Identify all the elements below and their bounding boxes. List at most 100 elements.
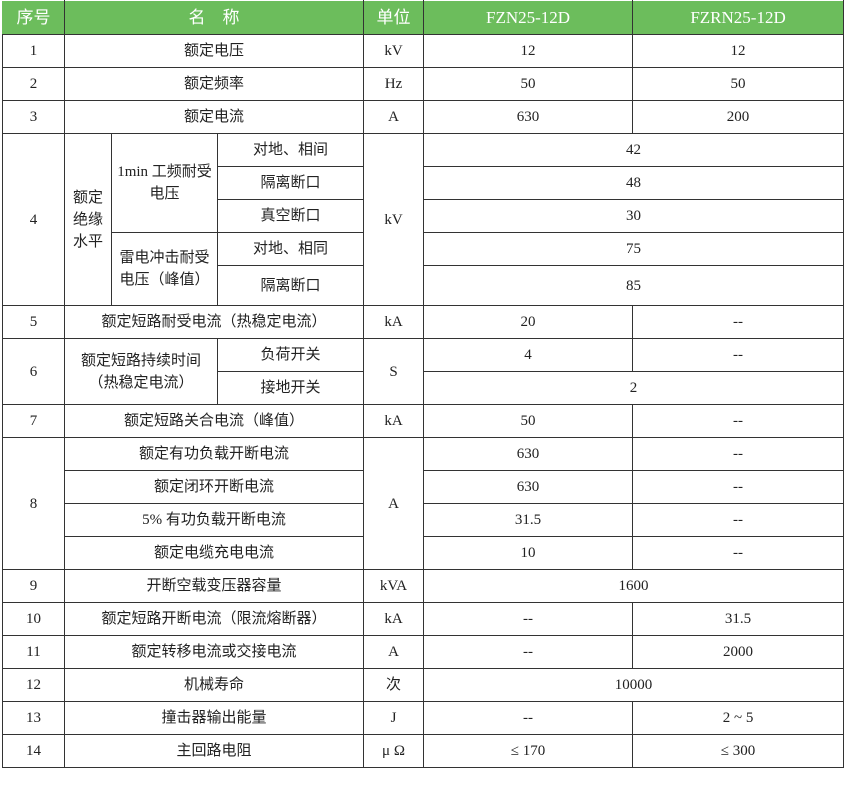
row-value-a: 630 [423,100,634,134]
row-value-b: 50 [632,67,844,101]
row-value-a: -- [423,602,634,636]
row-name: 额定短路开断电流（限流熔断器） [63,602,365,636]
row-value-b: 31.5 [632,602,844,636]
sub-item-label: 隔离断口 [216,265,365,306]
table-row: 真空断口 30 [3,199,844,233]
row-value-a: 4 [423,338,634,372]
row-value-a: -- [423,635,634,669]
row-unit: kV [363,133,425,306]
row-value-a: 10 [423,536,634,570]
table-row: 12 机械寿命 次 10000 [2,668,844,702]
row-no: 4 [2,133,65,306]
table-row: 14 主回路电阻 μ Ω ≤ 170 ≤ 300 [2,734,844,768]
table-row: 8 额定有功负载开断电流 A 630 -- [2,437,844,570]
table-row: 6 额定短路持续时间（热稳定电流） 负荷开关 S 4 -- [2,338,844,405]
table-row: 9 开断空载变压器容量 kVA 1600 [2,569,844,603]
header-unit: 单位 [363,0,425,35]
row-unit: A [363,437,425,570]
merged-value: 30 [423,199,844,233]
row-name: 额定闭环开断电流 [63,470,365,504]
row-name: 主回路电阻 [63,734,365,768]
table-row: 5% 有功负载开断电流 31.5 -- [3,503,844,537]
table-row: 3 额定电流 A 630 200 [2,100,844,134]
row-unit: kV [363,34,425,68]
table-row: 4 额定绝缘水平 1min 工频耐受电压 对地、相间 kV 42 [2,133,844,306]
header-seq: 序号 [2,0,65,35]
row-no: 5 [2,305,65,339]
merged-value: 85 [423,265,844,306]
lightning-impulse-label: 雷电冲击耐受电压（峰值） [111,232,218,306]
table-row: 13 撞击器输出能量 J -- 2 ~ 5 [2,701,844,735]
row-name: 开断空载变压器容量 [63,569,365,603]
power-frequency-label: 1min 工频耐受电压 [111,133,218,233]
row-no: 6 [2,338,65,405]
row-no: 3 [2,100,65,134]
table-row: 额定电缆充电电流 10 -- [3,536,844,570]
row-unit: kA [363,404,425,438]
row-name: 5% 有功负载开断电流 [63,503,365,537]
merged-value: 75 [423,232,844,266]
row-value-b: -- [632,470,844,504]
row-name: 额定电缆充电电流 [63,536,365,570]
row-value-b: -- [632,305,844,339]
row-unit: kA [363,602,425,636]
row-value-a: 630 [423,470,634,504]
header-model-a: FZN25-12D [423,0,634,35]
row-name: 额定电流 [63,100,365,134]
row-unit: kVA [363,569,425,603]
header-model-b: FZRN25-12D [632,0,844,35]
merged-value: 48 [423,166,844,200]
row-value-a: ≤ 170 [423,734,634,768]
row-value-a: 20 [423,305,634,339]
row-value-b: -- [632,404,844,438]
row-value-a: -- [423,701,634,735]
row-value-b: -- [632,338,844,372]
spec-table: 序号 名 称 单位 FZN25-12D FZRN25-12D 1 额定电压 kV… [2,0,844,768]
table-row: 2 额定频率 Hz 50 50 [2,67,844,101]
table-row: 5 额定短路耐受电流（热稳定电流） kA 20 -- [2,305,844,339]
table-row: 11 额定转移电流或交接电流 A -- 2000 [2,635,844,669]
row-value-b: 2000 [632,635,844,669]
header-row: 序号 名 称 单位 FZN25-12D FZRN25-12D [2,0,844,35]
table-row: 7 额定短路关合电流（峰值） kA 50 -- [2,404,844,438]
sub-item-label: 隔离断口 [216,166,365,200]
row-no: 8 [2,437,65,570]
row-value-b: -- [632,503,844,537]
sub-item-label: 对地、相同 [216,232,365,266]
row-no: 13 [2,701,65,735]
row-unit: Hz [363,67,425,101]
row-no: 10 [2,602,65,636]
row-name: 额定电压 [63,34,365,68]
table-row: 10 额定短路开断电流（限流熔断器） kA -- 31.5 [2,602,844,636]
row-name: 额定频率 [63,67,365,101]
row-value-a: 12 [423,34,634,68]
row-unit: 次 [363,668,425,702]
row-name: 额定转移电流或交接电流 [63,635,365,669]
row-value-a: 31.5 [423,503,634,537]
row-unit: μ Ω [363,734,425,768]
row-unit: S [363,338,425,405]
row-unit: kA [363,305,425,339]
row-name: 额定有功负载开断电流 [63,437,365,471]
sub-item-label: 真空断口 [216,199,365,233]
row-value-b: 12 [632,34,844,68]
merged-value: 42 [423,133,844,167]
sub-item-label: 接地开关 [216,371,365,405]
row-unit: J [363,701,425,735]
row-unit: A [363,100,425,134]
row-no: 11 [2,635,65,669]
row-name: 机械寿命 [63,668,365,702]
row-value-b: -- [632,437,844,471]
row-value-a: 50 [423,404,634,438]
row-value-b: -- [632,536,844,570]
table-row: 雷电冲击耐受电压（峰值） 对地、相同 75 [3,232,844,306]
row-value-b: 2 ~ 5 [632,701,844,735]
row-name: 额定短路持续时间（热稳定电流） [64,338,218,405]
merged-value: 1600 [423,569,844,603]
table-row: 隔离断口 48 [3,166,844,200]
row-value-a: 50 [423,67,634,101]
row-value-b: ≤ 300 [632,734,844,768]
row-no: 1 [2,34,65,68]
sub-item-label: 负荷开关 [216,338,365,372]
table-row: 额定闭环开断电流 630 -- [3,470,844,504]
